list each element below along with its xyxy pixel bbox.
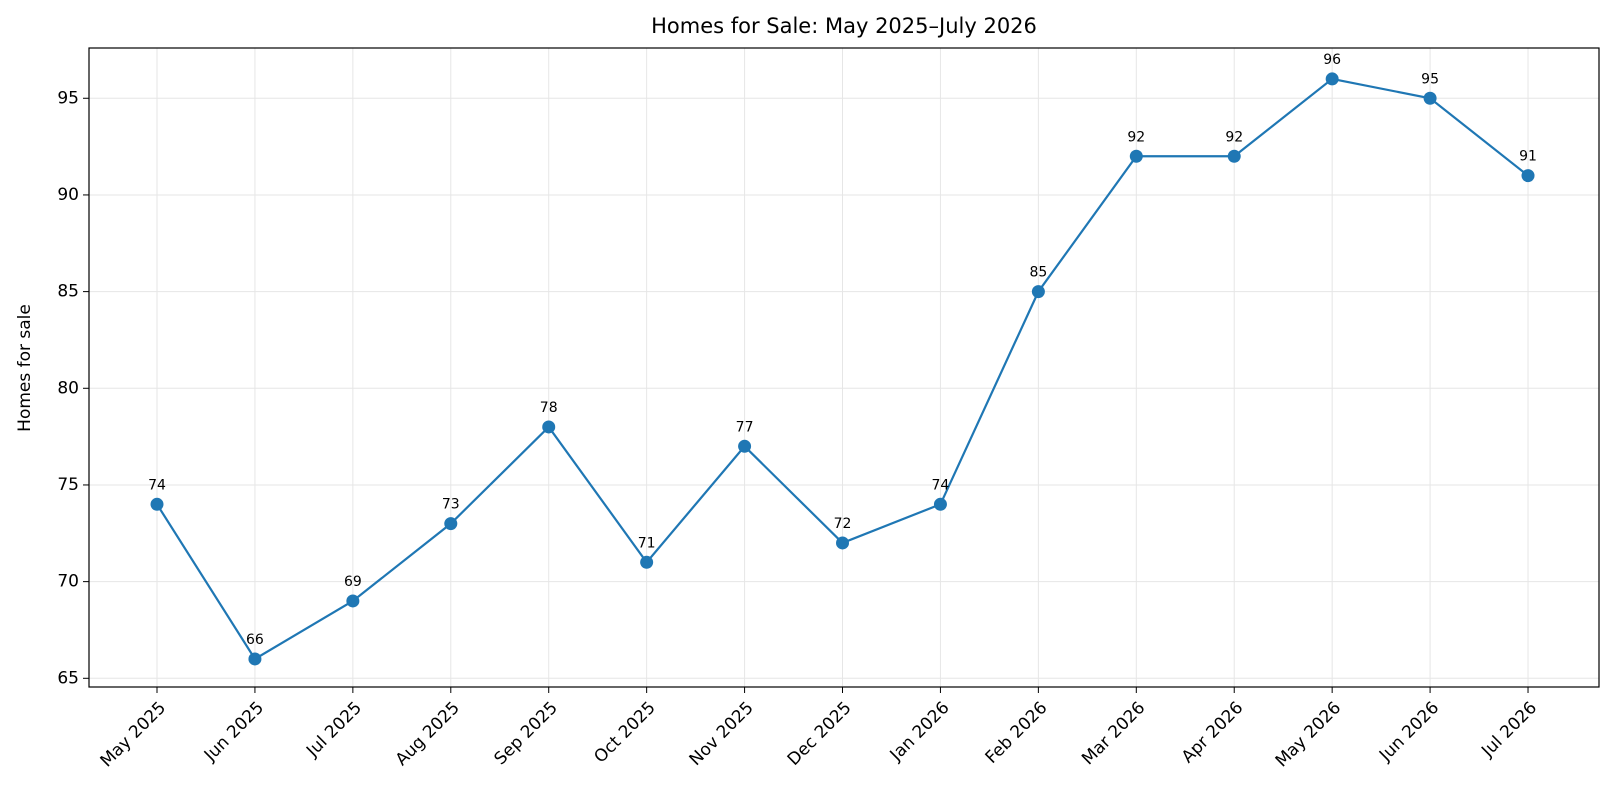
point <box>836 536 850 550</box>
data-label: 85 <box>1029 265 1047 281</box>
y-tick-label: 80 <box>57 378 79 398</box>
y-tick-label: 65 <box>57 668 79 688</box>
data-label: 77 <box>736 419 754 435</box>
y-tick-label: 75 <box>57 475 79 495</box>
point <box>738 439 752 453</box>
point <box>1227 149 1241 163</box>
y-axis-label: Homes for sale <box>15 304 35 432</box>
data-label: 96 <box>1323 52 1341 68</box>
data-label: 73 <box>442 497 460 513</box>
data-label: 95 <box>1421 71 1439 87</box>
y-tick-label: 90 <box>57 185 79 205</box>
point <box>933 497 947 511</box>
y-tick-label: 85 <box>57 282 79 302</box>
point <box>542 420 556 434</box>
axes-frame <box>88 47 1600 688</box>
point <box>1325 72 1339 86</box>
data-label: 71 <box>638 535 656 551</box>
point <box>248 652 262 666</box>
data-label: 92 <box>1225 129 1243 145</box>
data-label: 72 <box>834 516 852 532</box>
data-label: 91 <box>1519 149 1537 165</box>
y-tick-label: 70 <box>57 572 79 592</box>
point <box>444 517 458 531</box>
point <box>1129 149 1143 163</box>
point <box>346 594 360 608</box>
data-label: 92 <box>1127 129 1145 145</box>
data-label: 78 <box>540 400 558 416</box>
data-label: 74 <box>932 477 950 493</box>
point <box>1423 91 1437 105</box>
data-label: 69 <box>344 574 362 590</box>
data-label: 66 <box>246 632 264 648</box>
data-label: 74 <box>148 477 166 493</box>
point <box>150 497 164 511</box>
chart-title: Homes for Sale: May 2025–July 2026 <box>651 14 1037 38</box>
y-tick-label: 95 <box>57 88 79 108</box>
point <box>1521 169 1535 183</box>
point <box>1031 285 1045 299</box>
point <box>640 555 654 569</box>
